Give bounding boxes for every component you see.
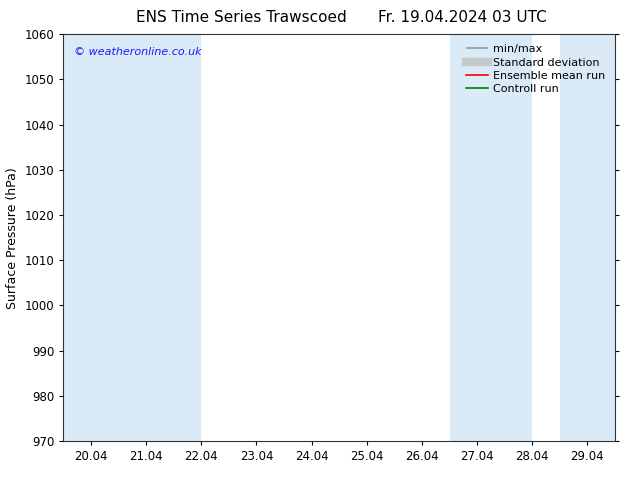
Bar bbox=[560, 34, 615, 441]
Text: © weatheronline.co.uk: © weatheronline.co.uk bbox=[74, 47, 202, 56]
Text: Fr. 19.04.2024 03 UTC: Fr. 19.04.2024 03 UTC bbox=[378, 10, 547, 25]
Text: ENS Time Series Trawscoed: ENS Time Series Trawscoed bbox=[136, 10, 346, 25]
Bar bbox=[63, 34, 202, 441]
Bar bbox=[450, 34, 533, 441]
Y-axis label: Surface Pressure (hPa): Surface Pressure (hPa) bbox=[6, 167, 19, 309]
Legend: min/max, Standard deviation, Ensemble mean run, Controll run: min/max, Standard deviation, Ensemble me… bbox=[462, 40, 609, 99]
